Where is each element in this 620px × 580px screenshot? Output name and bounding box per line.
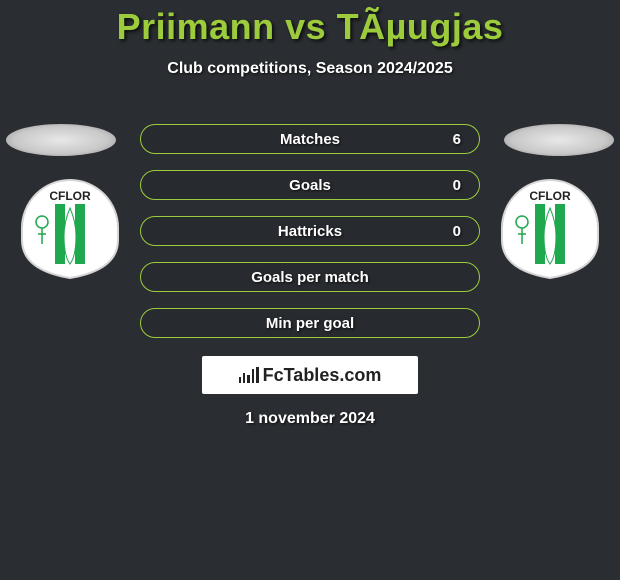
brand-label: FcTables.com <box>263 365 382 386</box>
stats-list: Matches 6 Goals 0 Hattricks 0 Goals per … <box>140 124 480 354</box>
brand-box: FcTables.com <box>202 356 418 394</box>
page-title: Priimann vs TÃµugjas <box>0 0 620 48</box>
stat-label: Hattricks <box>209 223 411 240</box>
stat-label: Goals per match <box>209 269 411 286</box>
stat-right-value: 6 <box>411 131 461 148</box>
player-avatar-right <box>504 124 614 156</box>
stat-row-matches: Matches 6 <box>140 124 480 154</box>
subtitle: Club competitions, Season 2024/2025 <box>0 60 620 78</box>
svg-text:CFLOR: CFLOR <box>529 189 571 203</box>
svg-text:CFLOR: CFLOR <box>49 189 91 203</box>
stat-row-hattricks: Hattricks 0 <box>140 216 480 246</box>
stat-label: Matches <box>209 131 411 148</box>
stat-row-min-per-goal: Min per goal <box>140 308 480 338</box>
club-badge-right: CFLOR <box>500 178 600 280</box>
stat-row-goals-per-match: Goals per match <box>140 262 480 292</box>
player-avatar-left <box>6 124 116 156</box>
stat-label: Min per goal <box>209 315 411 332</box>
bars-icon <box>239 367 259 383</box>
stat-row-goals: Goals 0 <box>140 170 480 200</box>
stat-right-value: 0 <box>411 223 461 240</box>
club-badge-left: CFLOR <box>20 178 120 280</box>
date-label: 1 november 2024 <box>0 410 620 428</box>
stat-right-value: 0 <box>411 177 461 194</box>
stat-label: Goals <box>209 177 411 194</box>
